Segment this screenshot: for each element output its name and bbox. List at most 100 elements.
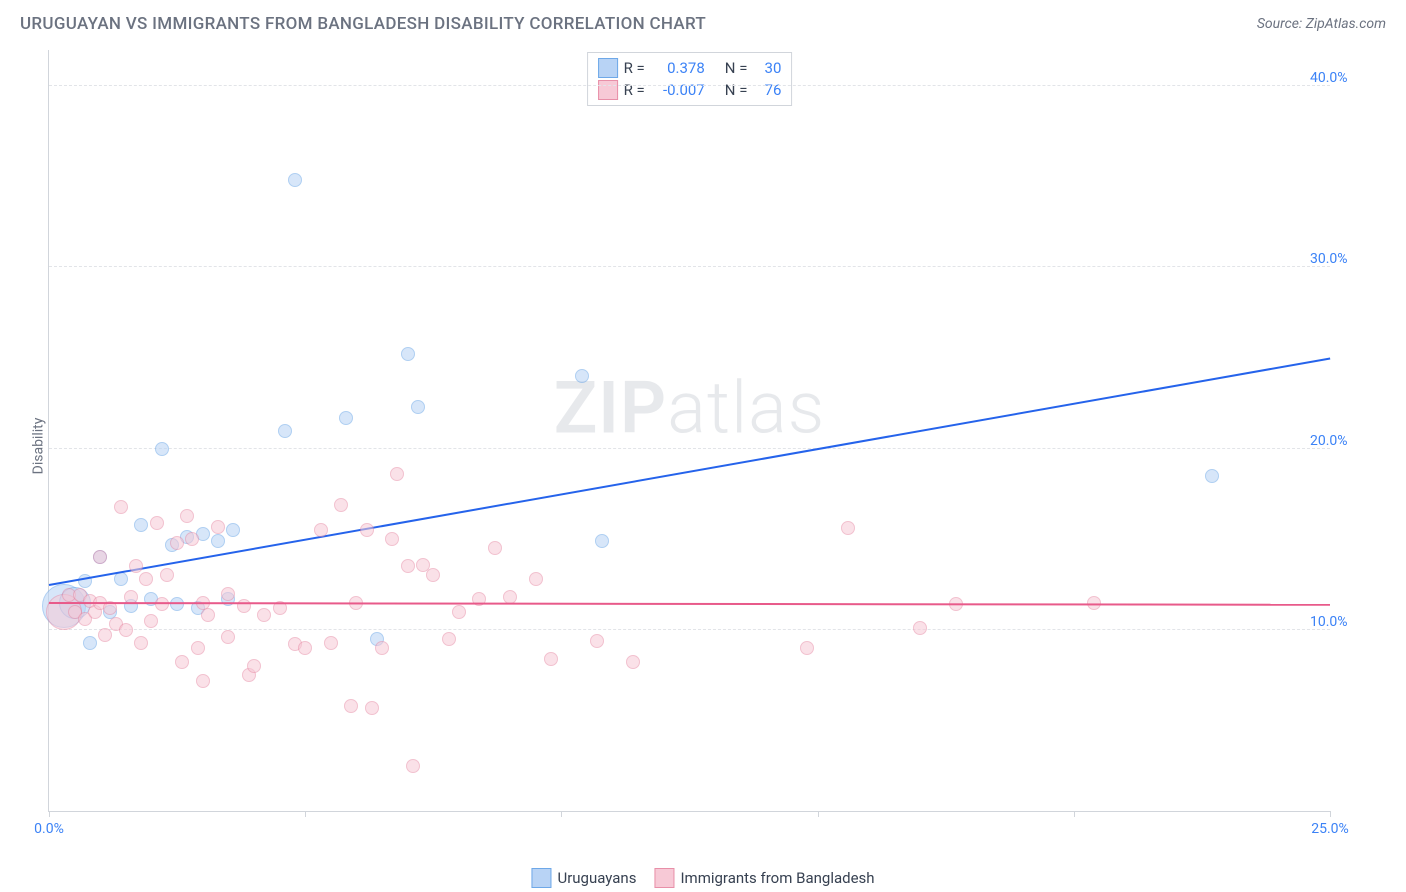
data-point (226, 523, 240, 537)
stats-legend: R = 0.378 N =30R =-0.007N =76 (587, 52, 793, 106)
y-tick-label: 30.0% (1310, 251, 1370, 267)
data-point (221, 587, 235, 601)
data-point (288, 173, 302, 187)
legend-label: Uruguayans (557, 869, 636, 887)
data-point (365, 701, 379, 715)
gridline (49, 85, 1330, 86)
data-point (150, 516, 164, 530)
data-point (211, 520, 225, 534)
data-point (129, 559, 143, 573)
data-point (221, 630, 235, 644)
data-point (488, 541, 502, 555)
data-point (170, 597, 184, 611)
chart-title: URUGUAYAN VS IMMIGRANTS FROM BANGLADESH … (20, 14, 706, 34)
x-tick (561, 811, 562, 817)
data-point (360, 523, 374, 537)
x-tick (818, 811, 819, 817)
data-point (83, 636, 97, 650)
data-point (93, 550, 107, 564)
x-tick-label: 0.0% (34, 821, 64, 837)
x-tick (1330, 811, 1331, 817)
data-point (339, 411, 353, 425)
x-tick (1074, 811, 1075, 817)
data-point (390, 467, 404, 481)
legend-swatch (598, 80, 618, 100)
data-point (334, 498, 348, 512)
gridline (49, 266, 1330, 267)
stats-row: R =-0.007N =76 (598, 79, 782, 101)
legend-swatch (531, 868, 551, 888)
data-point (590, 634, 604, 648)
data-point (134, 518, 148, 532)
data-point (278, 424, 292, 438)
data-point (298, 641, 312, 655)
data-point (324, 636, 338, 650)
stats-row: R = 0.378 N =30 (598, 57, 782, 79)
data-point (406, 759, 420, 773)
data-point (191, 641, 205, 655)
data-point (185, 532, 199, 546)
chart-area: Disability ZIPatlas R =0.378N =30R =-0.0… (48, 50, 1360, 842)
data-point (411, 400, 425, 414)
y-tick-label: 20.0% (1310, 433, 1370, 449)
legend-item: Uruguayans (531, 868, 636, 888)
data-point (442, 632, 456, 646)
data-point (913, 621, 927, 635)
data-point (247, 659, 261, 673)
data-point (144, 614, 158, 628)
data-point (800, 641, 814, 655)
data-point (314, 523, 328, 537)
data-point (211, 534, 225, 548)
y-tick-label: 10.0% (1310, 614, 1370, 630)
data-point (626, 655, 640, 669)
data-point (114, 500, 128, 514)
data-point (401, 347, 415, 361)
data-point (401, 559, 415, 573)
data-point (452, 605, 466, 619)
data-point (544, 652, 558, 666)
data-point (170, 536, 184, 550)
source-label: Source: ZipAtlas.com (1257, 16, 1386, 32)
data-point (344, 699, 358, 713)
r-label: R = (624, 79, 645, 101)
data-point (426, 568, 440, 582)
x-tick (49, 811, 50, 817)
data-point (385, 532, 399, 546)
data-point (155, 442, 169, 456)
x-tick (305, 811, 306, 817)
data-point (119, 623, 133, 637)
data-point (575, 369, 589, 383)
gridline (49, 448, 1330, 449)
data-point (155, 597, 169, 611)
data-point (257, 608, 271, 622)
gridline (49, 629, 1330, 630)
y-tick-label: 40.0% (1310, 70, 1370, 86)
legend-item: Immigrants from Bangladesh (654, 868, 874, 888)
r-value: 0.378 (651, 57, 705, 79)
data-point (160, 568, 174, 582)
n-value: 76 (753, 79, 781, 101)
n-label: N = (725, 79, 748, 101)
data-point (98, 628, 112, 642)
y-axis-label: Disability (30, 418, 46, 475)
data-point (180, 509, 194, 523)
data-point (134, 636, 148, 650)
data-point (139, 572, 153, 586)
n-label: N = (725, 57, 748, 79)
legend-label: Immigrants from Bangladesh (680, 869, 874, 887)
regression-line (49, 357, 1330, 585)
legend-swatch (654, 868, 674, 888)
data-point (175, 655, 189, 669)
scatter-plot: ZIPatlas R =0.378N =30R =-0.007N =76 10.… (48, 50, 1330, 812)
data-point (196, 674, 210, 688)
data-point (595, 534, 609, 548)
legend-swatch (598, 58, 618, 78)
data-point (375, 641, 389, 655)
data-point (841, 521, 855, 535)
data-point (529, 572, 543, 586)
x-tick-label: 25.0% (1311, 821, 1349, 837)
n-value: 30 (753, 57, 781, 79)
data-point (1205, 469, 1219, 483)
watermark: ZIPatlas (554, 365, 826, 450)
r-label: R = (624, 57, 645, 79)
